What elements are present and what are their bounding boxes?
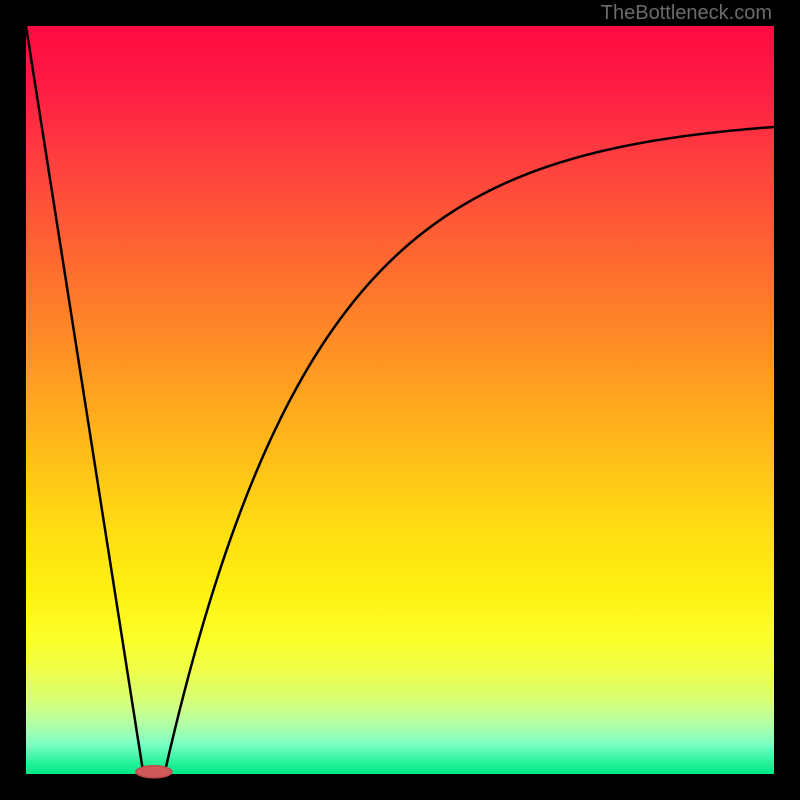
bottleneck-curve-left xyxy=(26,26,143,774)
curve-layer xyxy=(26,26,774,774)
bottleneck-curve-right xyxy=(164,127,774,774)
plot-area xyxy=(26,26,774,774)
optimum-marker xyxy=(136,766,172,778)
watermark-text: TheBottleneck.com xyxy=(601,2,772,25)
